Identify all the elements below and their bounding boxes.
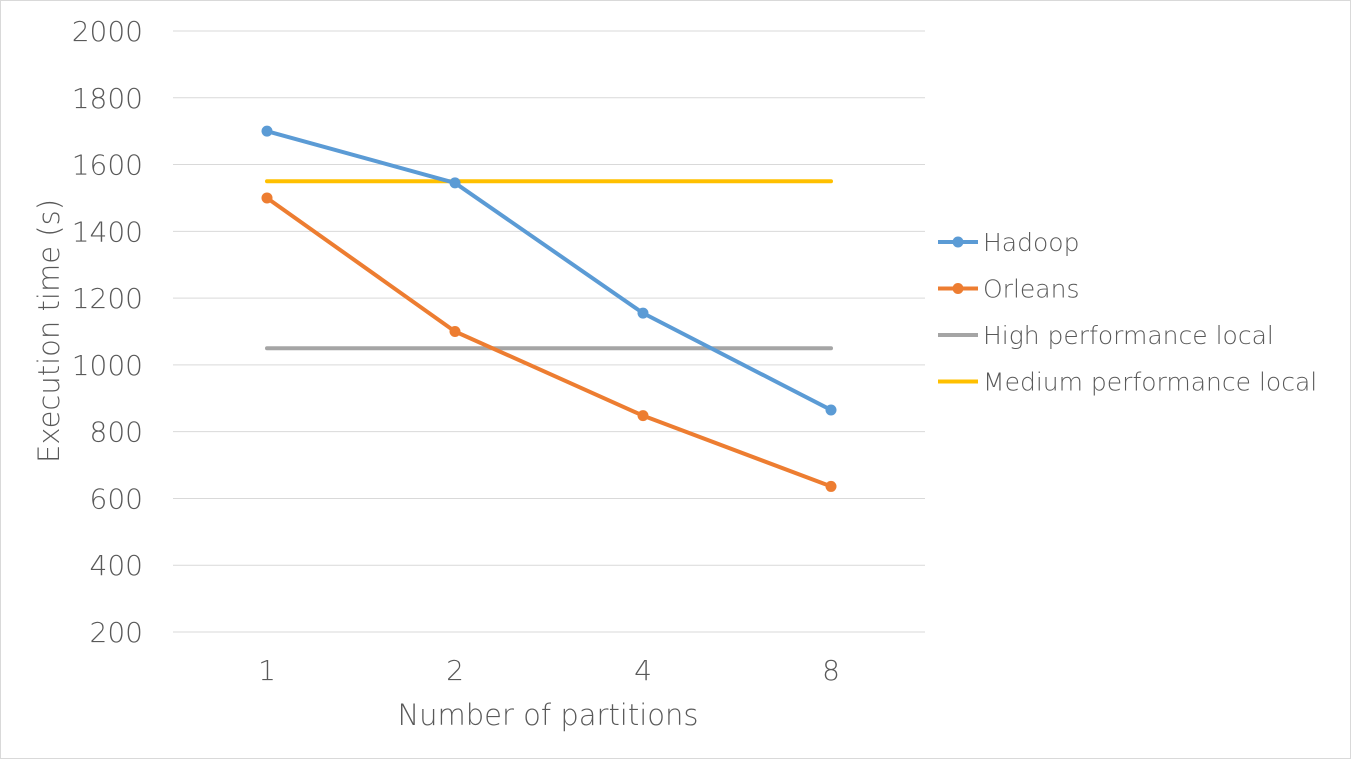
data-point-hadoop	[261, 125, 273, 137]
gridlines	[173, 30, 925, 633]
data-point-hadoop	[637, 307, 649, 319]
data-point-hadoop	[825, 404, 837, 416]
y-tick-label: 800	[90, 416, 143, 449]
y-tick-label: 1400	[72, 215, 143, 248]
x-tick-label: 8	[822, 654, 840, 687]
y-tick-label: 2000	[72, 15, 143, 48]
x-axis-ticks: 1 2 4 8	[258, 654, 840, 687]
x-tick-label: 4	[634, 654, 652, 687]
legend-item-medium-performance-local: Medium performance local	[938, 368, 1317, 397]
data-point-orleans	[825, 480, 837, 492]
y-tick-label: 1600	[72, 149, 143, 182]
legend-marker	[952, 283, 964, 294]
series-line-orleans	[265, 195, 833, 489]
data-point-orleans	[637, 410, 649, 422]
y-tick-label: 600	[90, 482, 143, 515]
y-tick-label: 400	[90, 549, 143, 582]
legend: Hadoop Orleans High performance local Mediu…	[938, 228, 1317, 397]
legend-label: Orleans	[983, 275, 1079, 304]
series-line-hadoop	[265, 129, 833, 412]
legend-marker	[952, 236, 964, 248]
y-axis-title: Execution time (s)	[32, 199, 66, 463]
y-tick-label: 1200	[72, 282, 143, 315]
legend-item-high-performance-local: High performance local	[938, 321, 1274, 350]
legend-item-orleans: Orleans	[938, 275, 1079, 304]
data-point-orleans	[261, 192, 273, 204]
x-axis-title: Number of partitions	[397, 698, 698, 732]
y-tick-label: 200	[90, 616, 143, 649]
legend-item-hadoop: Hadoop	[938, 228, 1079, 257]
data-point-hadoop	[449, 177, 461, 189]
legend-label: High performance local	[983, 321, 1274, 350]
x-tick-label: 1	[258, 654, 276, 687]
legend-label: Medium performance local	[983, 368, 1317, 397]
y-axis-ticks: 200 400 600 800 1000 1200 1400 1600 1800 2000	[72, 15, 143, 649]
y-tick-label: 1000	[72, 349, 143, 382]
x-tick-label: 2	[446, 654, 464, 687]
data-point-orleans	[449, 326, 461, 337]
y-tick-label: 1800	[72, 82, 143, 115]
legend-label: Hadoop	[983, 228, 1079, 257]
series-lines	[261, 125, 837, 492]
